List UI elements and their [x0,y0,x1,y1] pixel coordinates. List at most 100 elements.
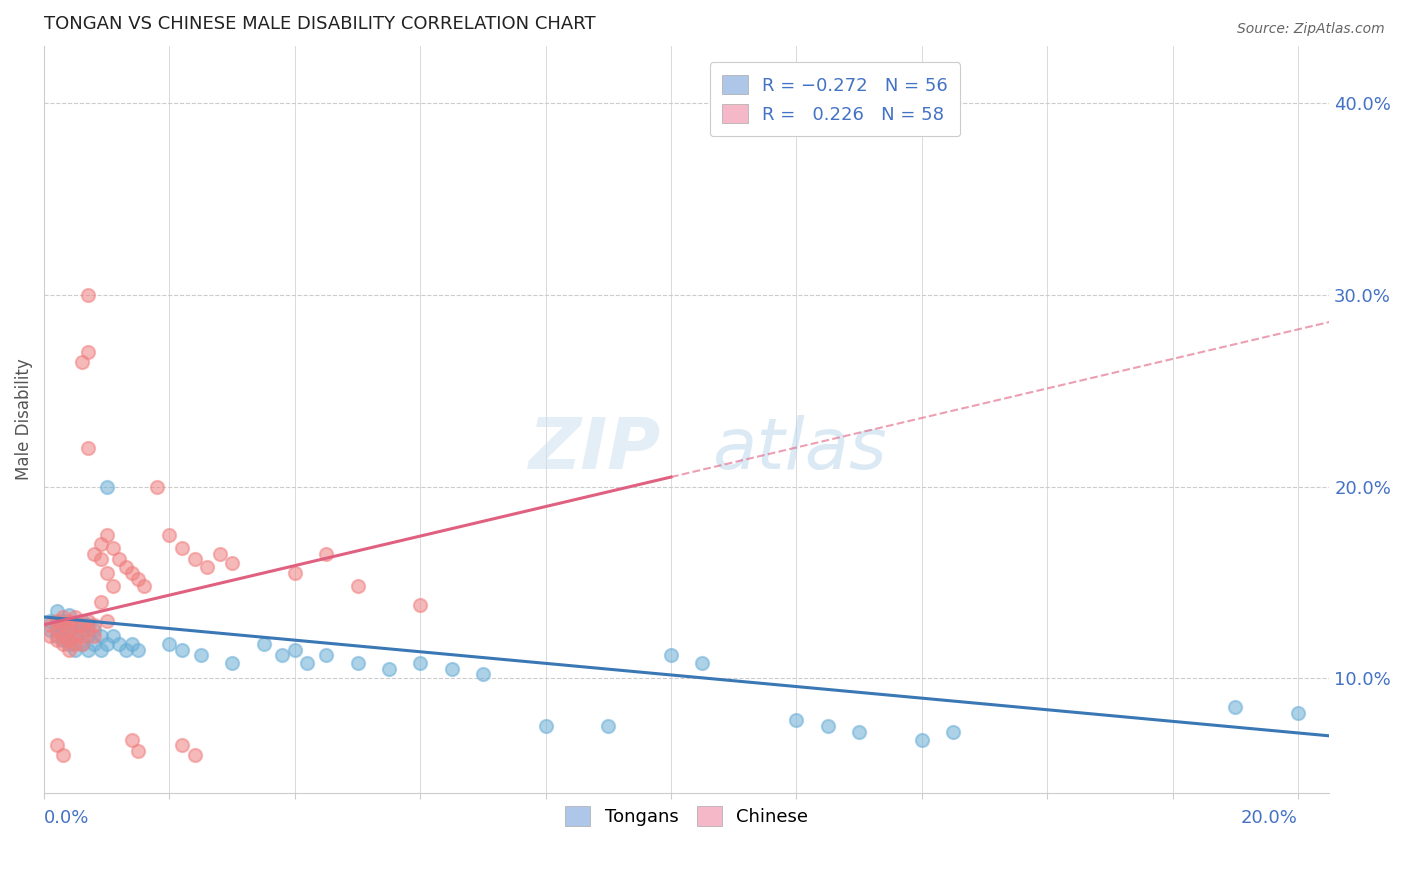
Point [848,725,870,739]
Point [83,637,105,651]
Point [70,637,93,651]
Point [77,288,100,302]
Point [96,480,118,494]
Point [58,614,80,628]
Point [96,614,118,628]
Text: 20.0%: 20.0% [1241,809,1298,827]
Point [65,610,87,624]
Point [77,624,100,638]
Point [83,547,105,561]
Point [83,629,105,643]
Point [297,656,319,670]
Point [942,725,965,739]
Point [58,642,80,657]
Point [284,566,307,580]
Point [77,629,100,643]
Point [77,614,100,628]
Point [70,617,93,632]
Point [409,656,432,670]
Point [659,648,682,663]
Point [121,637,143,651]
Point [52,747,75,762]
Legend: Tongans, Chinese: Tongans, Chinese [554,795,820,837]
Point [911,732,934,747]
Point [90,537,112,551]
Point [284,642,307,657]
Point [101,579,124,593]
Point [114,642,136,657]
Point [45,632,67,647]
Point [65,617,87,632]
Point [101,541,124,555]
Point [1286,706,1309,720]
Point [52,632,75,647]
Point [183,747,205,762]
Point [45,624,67,638]
Point [271,648,294,663]
Point [45,739,67,753]
Point [45,604,67,618]
Point [65,629,87,643]
Point [252,637,274,651]
Point [817,719,839,733]
Point [90,642,112,657]
Point [39,624,62,638]
Point [58,608,80,623]
Point [39,617,62,632]
Point [101,629,124,643]
Point [221,556,243,570]
Point [77,345,100,359]
Point [346,579,368,593]
Y-axis label: Male Disability: Male Disability [15,359,32,481]
Point [346,656,368,670]
Point [378,662,401,676]
Text: atlas: atlas [713,415,887,484]
Point [52,637,75,651]
Point [121,732,143,747]
Point [195,560,218,574]
Point [170,739,193,753]
Point [190,648,212,663]
Point [108,552,131,566]
Point [90,594,112,608]
Text: TONGAN VS CHINESE MALE DISABILITY CORRELATION CHART: TONGAN VS CHINESE MALE DISABILITY CORREL… [44,15,596,33]
Point [70,614,93,628]
Point [159,637,181,651]
Point [58,632,80,647]
Point [70,355,93,369]
Point [534,719,557,733]
Point [409,599,432,613]
Point [785,714,807,728]
Point [221,656,243,670]
Point [52,610,75,624]
Point [45,614,67,628]
Point [52,617,75,632]
Point [440,662,463,676]
Point [70,637,93,651]
Point [108,637,131,651]
Point [146,480,169,494]
Point [65,637,87,651]
Point [90,552,112,566]
Point [58,624,80,638]
Point [39,614,62,628]
Text: Source: ZipAtlas.com: Source: ZipAtlas.com [1237,22,1385,37]
Point [83,617,105,632]
Point [134,579,156,593]
Point [96,566,118,580]
Point [170,642,193,657]
Text: 0.0%: 0.0% [44,809,90,827]
Point [52,629,75,643]
Point [65,629,87,643]
Point [65,617,87,632]
Point [58,637,80,651]
Point [183,552,205,566]
Point [315,648,337,663]
Point [65,642,87,657]
Point [208,547,231,561]
Point [315,547,337,561]
Text: ZIP: ZIP [529,415,661,484]
Point [77,442,100,456]
Point [159,527,181,541]
Point [471,667,494,681]
